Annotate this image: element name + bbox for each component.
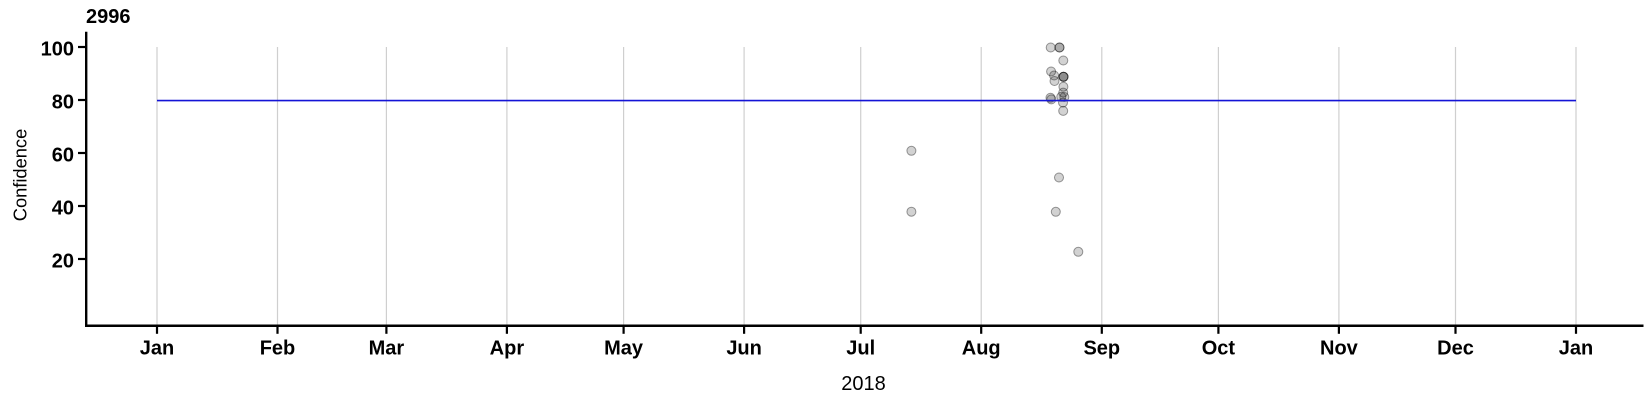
svg-text:Feb: Feb bbox=[260, 338, 296, 360]
svg-text:Confidence: Confidence bbox=[10, 129, 31, 222]
svg-text:Mar: Mar bbox=[369, 338, 405, 360]
svg-text:20: 20 bbox=[52, 251, 74, 273]
svg-text:Oct: Oct bbox=[1202, 338, 1236, 360]
svg-text:60: 60 bbox=[52, 145, 74, 167]
svg-text:100: 100 bbox=[41, 39, 74, 61]
svg-text:Jul: Jul bbox=[846, 338, 875, 360]
svg-text:40: 40 bbox=[52, 198, 74, 220]
svg-text:Nov: Nov bbox=[1320, 338, 1359, 360]
svg-text:Jan: Jan bbox=[1559, 338, 1593, 360]
svg-text:Sep: Sep bbox=[1083, 338, 1120, 360]
svg-text:Jun: Jun bbox=[726, 338, 762, 360]
svg-text:Apr: Apr bbox=[490, 338, 525, 360]
svg-text:Dec: Dec bbox=[1437, 338, 1474, 360]
svg-text:Aug: Aug bbox=[962, 338, 1001, 360]
svg-text:2018: 2018 bbox=[841, 373, 886, 395]
svg-text:80: 80 bbox=[52, 92, 74, 114]
svg-text:Jan: Jan bbox=[140, 338, 174, 360]
svg-text:May: May bbox=[604, 338, 644, 360]
svg-text:2996: 2996 bbox=[86, 6, 131, 28]
